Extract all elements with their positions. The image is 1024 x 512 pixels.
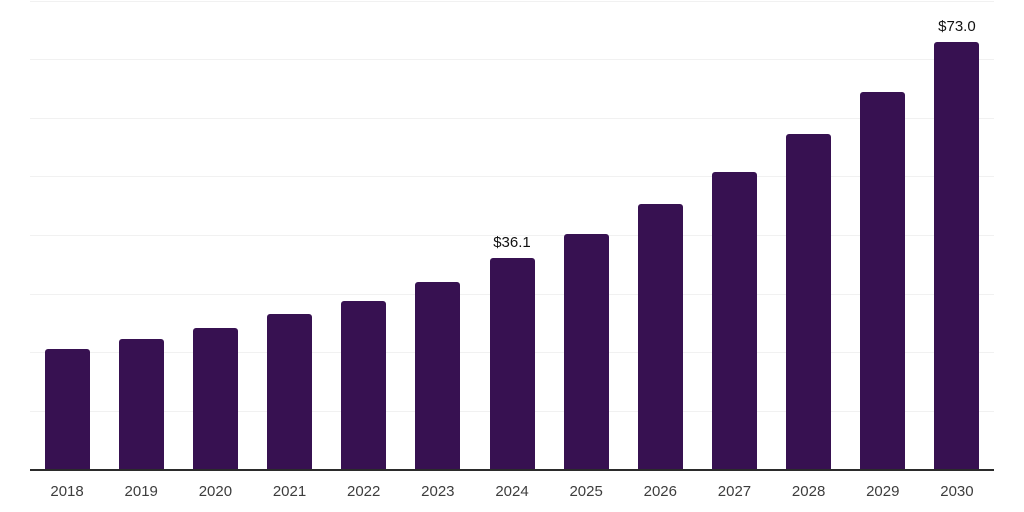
bar-2027 [711, 172, 757, 470]
x-tick-label-2022: 2022 [347, 483, 381, 500]
bar-2028 [786, 134, 832, 470]
x-tick-label-2021: 2021 [272, 483, 307, 500]
bar-2029 [860, 91, 906, 470]
x-tick-label-2026: 2026 [643, 483, 677, 500]
x-tick-label-2019: 2019 [124, 483, 158, 500]
x-tick-label-2023: 2023 [421, 483, 455, 500]
bar-2023 [415, 281, 461, 470]
value-label-2030: $73.0 [938, 18, 976, 36]
x-tick-label-2018: 2018 [50, 483, 84, 500]
x-tick-label-2025: 2025 [569, 483, 603, 500]
x-tick-label-2028: 2028 [791, 483, 826, 500]
x-tick-label-2020: 2020 [198, 483, 233, 500]
bar-2024 [489, 258, 535, 470]
bar-2025 [563, 233, 609, 470]
bar-2030 [934, 42, 980, 470]
bar-2026 [637, 203, 683, 470]
gridline-60 [30, 117, 994, 119]
gridline-80 [30, 0, 994, 2]
x-tick-label-2024: 2024 [495, 483, 529, 500]
bar-2019 [118, 339, 164, 470]
bar-2022 [341, 301, 387, 470]
x-tick-label-2030: 2030 [940, 483, 974, 500]
bar-2018 [44, 349, 90, 470]
bar-2020 [192, 328, 238, 470]
x-axis-line [30, 469, 994, 471]
gridline-50 [30, 176, 994, 178]
bar-2021 [267, 314, 313, 470]
x-tick-label-2027: 2027 [717, 483, 752, 500]
value-label-2024: $36.1 [493, 234, 531, 252]
x-tick-label-2029: 2029 [866, 483, 900, 500]
gridline-70 [30, 59, 994, 61]
